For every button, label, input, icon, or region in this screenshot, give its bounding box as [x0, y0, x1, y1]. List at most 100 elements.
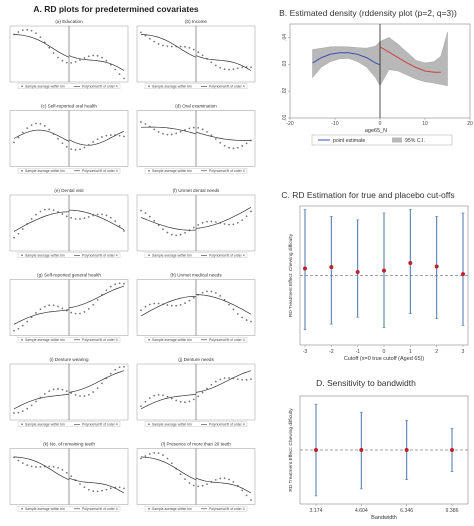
- rd-subplot-bin-point: [70, 148, 73, 151]
- rd-subplot-bin-point: [96, 138, 99, 141]
- rd-subplot-bin-point: [43, 305, 46, 308]
- rd-subplot-bin-point: [166, 457, 169, 460]
- rd-subplot-bin-point: [232, 481, 235, 483]
- panel-b-title: B. Estimated density (rddensity plot (p=…: [279, 8, 457, 18]
- rd-subplot: (b) Income Sample average within bin Polyn…: [136, 19, 256, 90]
- rd-subplot-bin-point: [65, 61, 68, 64]
- rd-subplot-bin-point: [201, 484, 204, 487]
- rd-subplot-bin-point: [228, 303, 230, 306]
- rd-subplot-bin-point: [109, 487, 112, 490]
- ci-x-tick-label: 9.386: [446, 508, 459, 514]
- rd-subplot-fit-line: [140, 34, 197, 58]
- rd-subplot-fit-line: [195, 294, 252, 315]
- rd-subplot-bin-point: [232, 308, 235, 311]
- rd-subplot-bin-point: [39, 465, 42, 468]
- rd-subplot-bin-point: [153, 394, 156, 397]
- rd-subplot-legend-dot: [21, 169, 23, 172]
- rd-subplot-bin-point: [101, 489, 103, 492]
- rd-subplot-bin-point: [83, 146, 86, 149]
- ci-x-tick-label: 3.174: [310, 508, 323, 514]
- rd-subplot-bin-point: [250, 66, 252, 69]
- rd-subplot-legend-box: [144, 421, 248, 427]
- rd-subplot-bin-point: [223, 477, 226, 480]
- rd-subplot-legend-dot: [148, 85, 150, 88]
- rd-subplot-bin-point: [35, 213, 37, 216]
- rd-subplot-bin-point: [236, 221, 239, 224]
- rd-subplot-bin-point: [114, 68, 117, 71]
- rd-subplot-bin-point: [170, 397, 173, 400]
- rd-subplot-bin-point: [144, 305, 147, 308]
- rd-subplot-bin-point: [232, 68, 235, 71]
- rd-subplot-bin-point: [96, 213, 99, 216]
- rd-subplot-bin-point: [61, 213, 64, 215]
- rd-subplot-legend-left: Sample average within bin: [25, 338, 65, 342]
- rd-subplot-bin-point: [123, 487, 125, 490]
- rd-subplot-legend-box: [17, 421, 121, 427]
- rd-subplot-fit-line: [68, 209, 125, 231]
- rd-subplot-bin-point: [118, 224, 121, 227]
- rd-subplot-bin-point: [206, 483, 208, 486]
- rd-subplot-bin-point: [21, 228, 24, 230]
- rd-subplot-bin-point: [166, 304, 169, 306]
- rd-subplot-bin-point: [109, 134, 112, 136]
- rd-subplot-bin-point: [206, 290, 208, 293]
- rd-subplot-bin-point: [148, 397, 151, 400]
- rd-subplot-bin-point: [166, 133, 169, 136]
- rd-subplot-bin-point: [61, 59, 64, 62]
- rd-subplot-bin-point: [228, 146, 230, 149]
- rd-subplot-bin-point: [201, 291, 204, 294]
- rd-subplot-bin-point: [236, 312, 239, 315]
- ci-point-estimate: [329, 265, 334, 270]
- rd-subplot-legend-left: Sample average within bin: [152, 85, 192, 89]
- rd-subplot-bin-point: [140, 457, 142, 460]
- rd-subplot-legend-dot: [148, 169, 150, 172]
- rd-subplot-bin-point: [35, 400, 37, 403]
- rd-subplot-bin-point: [61, 468, 64, 471]
- rd-subplot-fit-line: [195, 206, 252, 229]
- rd-subplot-bin-point: [83, 395, 86, 397]
- rd-subplot-bin-point: [201, 128, 204, 131]
- rd-subplot-legend-right: Polynomial fit of order 4: [82, 85, 118, 89]
- rd-subplot-bin-point: [179, 400, 182, 403]
- rd-subplot-bin-point: [21, 324, 24, 327]
- rd-subplot-fit-line: [140, 126, 197, 135]
- rd-subplot-bin-point: [232, 147, 235, 150]
- rd-subplot-bin-point: [114, 283, 117, 286]
- rd-subplot-bin-point: [140, 309, 142, 312]
- rd-subplot-legend-left: Sample average within bin: [152, 254, 192, 258]
- rd-subplot: (g) Self-reported general health Sample a…: [9, 273, 129, 343]
- rd-subplot-bin-point: [162, 394, 164, 397]
- rd-subplot-bin-point: [170, 462, 173, 465]
- rd-subplot-bin-point: [206, 220, 208, 223]
- rd-subplot-bin-point: [214, 138, 217, 140]
- rd-subplot-bin-point: [223, 68, 226, 70]
- rd-subplot-bin-point: [79, 483, 81, 485]
- rd-subplot-bin-point: [35, 466, 37, 468]
- ci-x-axis-label: Cutoff (x=0 true cutoff (Aged 65)): [344, 356, 425, 362]
- rd-subplot-bin-point: [228, 68, 230, 71]
- rd-subplot-bin-point: [210, 290, 213, 293]
- rd-subplot-bin-point: [153, 219, 156, 222]
- rd-subplot-bin-point: [57, 56, 59, 59]
- rd-subplot-bin-point: [192, 484, 195, 487]
- rd-subplot-bin-point: [188, 127, 191, 130]
- rd-subplot-bin-point: [48, 304, 51, 307]
- rd-subplot-fit-line: [195, 477, 252, 494]
- rd-subplot-legend-dot: [148, 507, 150, 510]
- ci-x-axis-label: Bandwidth: [371, 515, 397, 521]
- rd-subplot-bin-point: [87, 55, 90, 58]
- ci-x-tick-label: 4.604: [355, 508, 368, 514]
- rd-subplot-bin-point: [105, 488, 108, 491]
- rd-subplot-bin-point: [157, 43, 160, 45]
- rd-subplot-bin-point: [153, 128, 156, 131]
- rd-subplot-bin-point: [92, 490, 95, 493]
- ci-point-estimate: [303, 266, 307, 271]
- rd-subplot-legend-dot: [21, 423, 23, 426]
- rd-subplot-bin-point: [65, 390, 68, 393]
- rd-subplot: (h) Unmet medical needs Sample average wi…: [136, 273, 256, 343]
- rd-subplot-bin-point: [184, 302, 186, 305]
- rd-subplot-title: (d) Oral examination: [175, 104, 217, 109]
- rd-subplot-bin-point: [144, 212, 147, 215]
- rd-subplot-bin-point: [184, 478, 186, 481]
- rd-subplot-bin-point: [192, 48, 195, 51]
